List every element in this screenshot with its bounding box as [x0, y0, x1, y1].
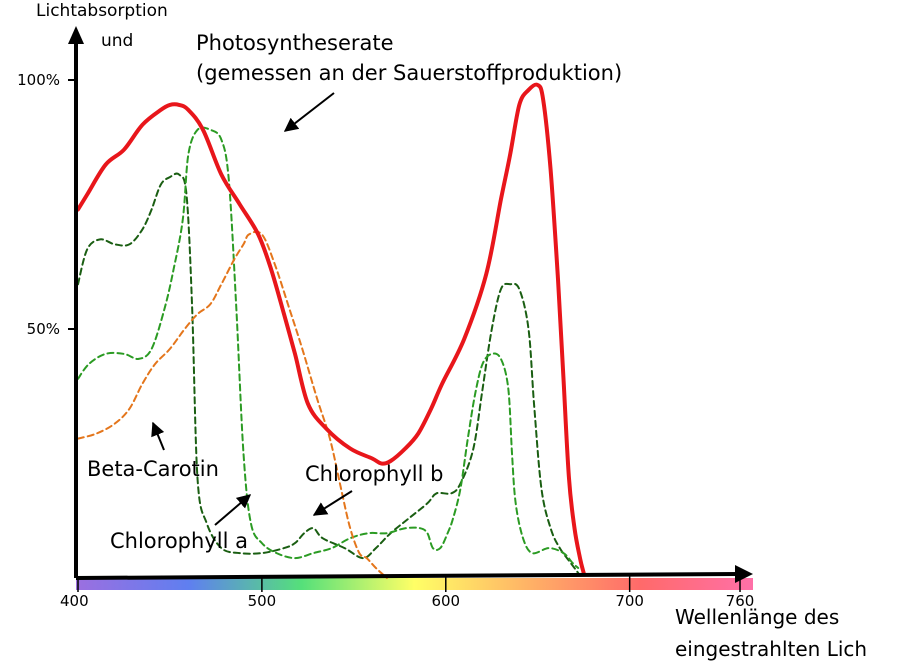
beta-carotin-arrow — [151, 421, 165, 451]
series-line-photosyntheserate — [76, 82, 586, 575]
x-axis-line — [75, 572, 739, 580]
y-axis-title-line2: und — [101, 31, 133, 51]
spectrum-bar — [76, 578, 753, 590]
chlorophyll-a-arrow — [214, 494, 252, 526]
beta-carotin-label: Beta-Carotin — [87, 457, 219, 481]
x-tick-label: 760 — [726, 592, 755, 610]
series-line-chlorophyll-b — [77, 126, 580, 569]
chlorophyll-b-arrow — [312, 490, 353, 516]
y-tick-layer: 50% 100% — [17, 71, 78, 338]
x-tick-label: 500 — [248, 592, 277, 610]
photosynthese-label-line1: Photosyntheserate — [196, 31, 394, 55]
y-tick-label: 50% — [27, 320, 60, 338]
photosynthese-label-line2: (gemessen an der Sauerstoffproduktion) — [196, 61, 622, 85]
photosynthese-arrow — [283, 92, 335, 132]
series-layer — [76, 82, 586, 579]
series-line-chlorophyll-a — [77, 172, 580, 574]
chlorophyll-a-label: Chlorophyll a — [110, 529, 248, 553]
y-tick-label: 100% — [17, 71, 60, 89]
x-axis-title-line2: eingestrahlten Lich — [675, 637, 867, 661]
x-axis-title-line1: Wellenlänge des — [675, 605, 839, 629]
series-line-beta-carotin — [77, 230, 388, 579]
x-tick-label: 700 — [615, 592, 644, 610]
x-tick-label: 600 — [431, 592, 460, 610]
y-axis-title-line1: Lichtabsorption — [36, 1, 168, 21]
y-axis-arrow — [68, 26, 84, 44]
chlorophyll-b-label: Chlorophyll b — [305, 462, 443, 486]
x-tick-label: 400 — [60, 592, 89, 610]
x-tick-layer: 400 500 600 700 760 — [60, 576, 754, 610]
